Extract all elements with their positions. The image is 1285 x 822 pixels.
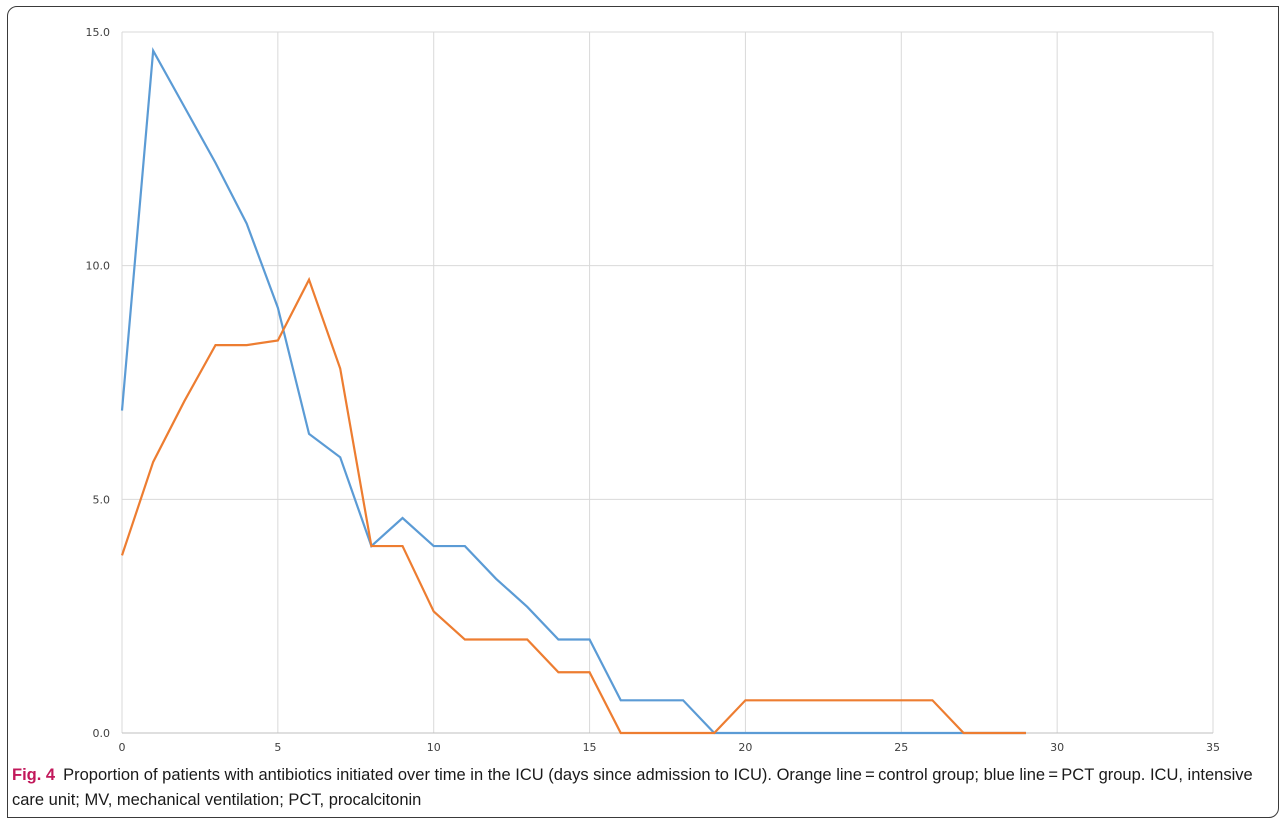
x-tick-label: 30 (1050, 741, 1064, 754)
x-tick-label: 5 (274, 741, 281, 754)
y-tick-label: 0.0 (93, 727, 111, 740)
line-chart: 0 5 10 15 20 25 30 35 0.0 5.0 10.0 15.0 (86, 26, 1221, 754)
chart-axes: 0 5 10 15 20 25 30 35 0.0 5.0 10.0 15.0 (86, 26, 1221, 754)
figure-caption-text: Proportion of patients with antibiotics … (12, 766, 1253, 809)
x-tick-label: 20 (738, 741, 752, 754)
chart-grid (121, 31, 1214, 734)
chart-series (120, 47, 1026, 735)
x-tick-label: 35 (1206, 741, 1220, 754)
series-line-blue (120, 47, 1026, 735)
y-tick-label: 10.0 (86, 260, 111, 273)
x-tick-label: 10 (427, 741, 441, 754)
figure-label: Fig. 4 (12, 766, 56, 784)
x-tick-label: 0 (119, 741, 126, 754)
figure-frame (7, 6, 1279, 818)
figure-caption: Fig. 4 Proportion of patients with antibi… (12, 763, 1267, 813)
series-line-orange (120, 276, 1026, 735)
y-tick-label: 15.0 (86, 26, 111, 39)
x-tick-label: 15 (583, 741, 597, 754)
y-tick-label: 5.0 (93, 493, 111, 506)
x-tick-label: 25 (894, 741, 908, 754)
